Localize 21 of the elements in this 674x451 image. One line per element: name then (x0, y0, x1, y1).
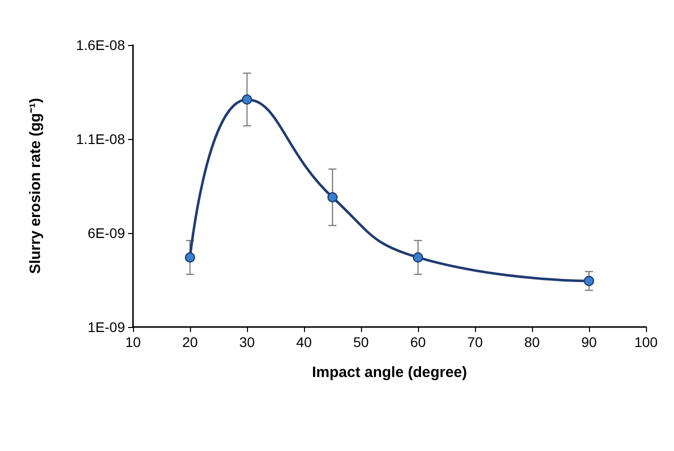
y-axis-title: Slurry erosion rate (gg⁻¹) (27, 98, 44, 274)
point (412, 252, 424, 263)
x-tick-label: 80 (524, 334, 540, 350)
x-tick-label: 30 (239, 334, 255, 350)
x-tick-label: 20 (182, 334, 198, 350)
x-tick-label: 90 (581, 334, 597, 350)
x-tick-label: 50 (353, 334, 369, 350)
y-tick-label: 1.1E-08 (76, 131, 126, 147)
point (184, 252, 196, 263)
x-tick-label: 40 (296, 334, 312, 350)
x-tick-label: 10 (125, 334, 141, 350)
y-tick-label: 1E-09 (88, 319, 126, 335)
x-tick-label: 60 (410, 334, 426, 350)
x-axis-title: Impact angle (degree) (312, 364, 468, 381)
x-tick-label: 70 (467, 334, 483, 350)
point (327, 192, 338, 202)
point (242, 94, 252, 105)
y-tick-label: 6E-09 (88, 225, 126, 241)
point (584, 276, 594, 286)
y-tick-label: 1.6E-08 (76, 37, 126, 53)
x-tick-label: 100 (634, 334, 658, 350)
